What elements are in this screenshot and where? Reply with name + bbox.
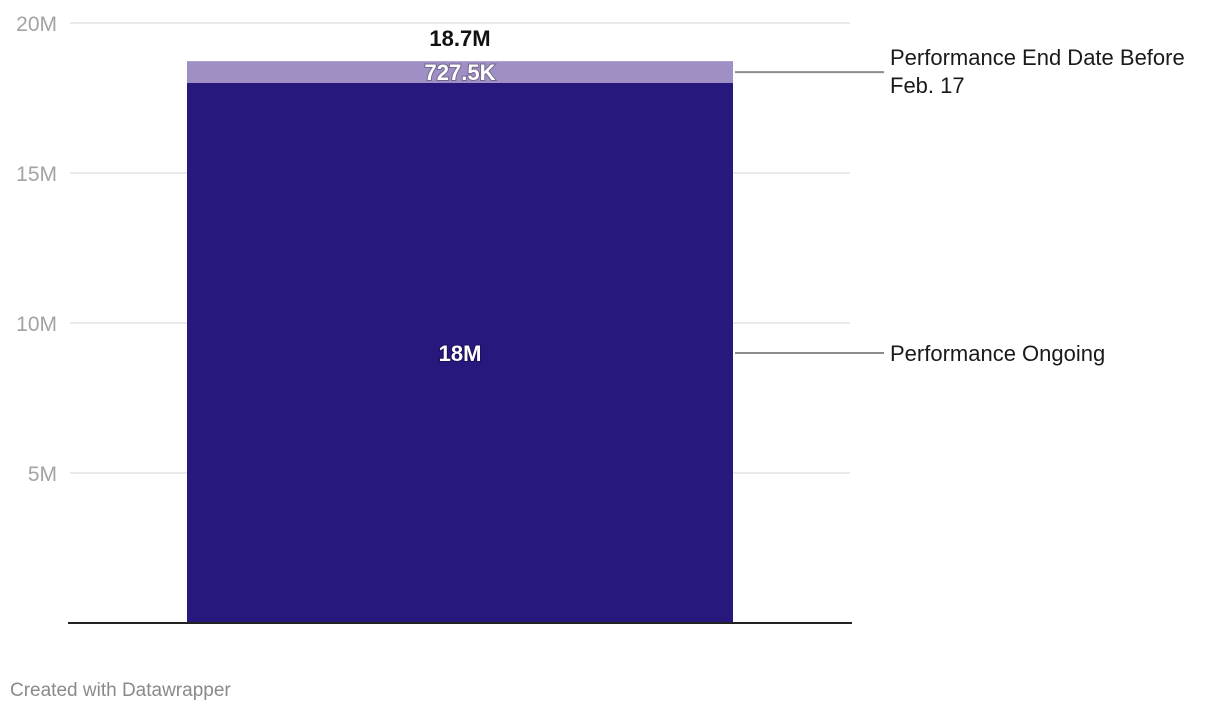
bar-segment: [187, 83, 733, 623]
y-axis-ticks: 5M 10M 15M 20M: [16, 13, 57, 486]
series-label: Performance End Date Before Feb. 17: [890, 45, 1185, 98]
y-tick-label: 20M: [16, 13, 57, 36]
bar-value-label: 727.5K: [425, 60, 496, 85]
y-tick-label: 10M: [16, 313, 57, 336]
bars: [187, 61, 733, 623]
value-labels: 18M 727.5K 18.7M: [424, 26, 497, 367]
bar-segment: [187, 61, 733, 83]
y-tick-label: 5M: [28, 463, 57, 486]
y-tick-label: 15M: [16, 163, 57, 186]
total-value-label: 18.7M: [429, 26, 490, 51]
credit-text: Created with Datawrapper: [10, 680, 231, 701]
series-label: Performance Ongoing: [890, 341, 1105, 366]
bar-value-label: 18M: [439, 341, 482, 366]
series-labels: Performance Ongoing Performance End Date …: [735, 45, 1185, 366]
